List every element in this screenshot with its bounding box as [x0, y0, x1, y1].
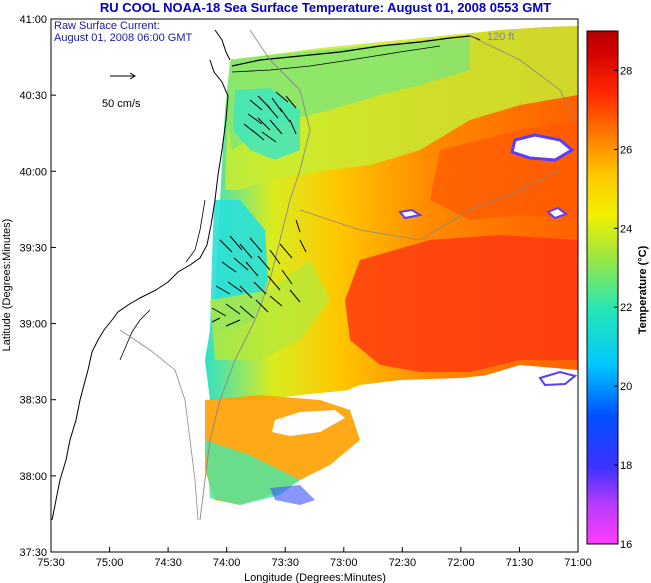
- x-tick-label: 71:30: [506, 557, 534, 569]
- x-tick-label: 73:30: [271, 557, 299, 569]
- y-tick-label: 40:30: [19, 90, 47, 102]
- x-tick-label: 74:30: [154, 557, 182, 569]
- y-axis: 41:00 40:30 40:00 39:30 39:00 38:30 38:00 37:30: [19, 14, 56, 559]
- x-tick-label: 73:00: [330, 557, 358, 569]
- land-area: [51, 19, 240, 552]
- y-tick-label: 39:00: [19, 319, 47, 331]
- colorbar-label: Temperature (°C): [637, 245, 649, 334]
- x-tick-label: 74:00: [213, 557, 241, 569]
- current-note-line2: August 01, 2008 06:00 GMT: [54, 32, 193, 44]
- plot-frame: [50, 18, 579, 553]
- x-axis-label: Longitude (Degrees:Minutes): [244, 572, 386, 583]
- current-vectors: [211, 91, 307, 327]
- isobath-line: [199, 29, 311, 521]
- colorbar-tick-label: 26: [620, 144, 632, 156]
- y-tick-label: 39:30: [19, 242, 47, 254]
- x-tick-label: 72:30: [389, 557, 417, 569]
- x-tick-label: 75:00: [96, 557, 124, 569]
- x-tick-label: 71:00: [564, 557, 592, 569]
- y-tick-label: 38:30: [19, 395, 47, 407]
- scale-label: 50 cm/s: [102, 98, 141, 110]
- x-tick-label: 72:00: [447, 557, 475, 569]
- current-note: Raw Surface Current: August 01, 2008 06:…: [54, 20, 192, 44]
- current-note-line1: Raw Surface Current:: [54, 20, 160, 32]
- sst-field: [205, 25, 578, 552]
- colorbar-tick-label: 18: [620, 460, 632, 472]
- isobath-label: 120 ft: [487, 31, 515, 43]
- y-tick-label: 37:30: [19, 547, 47, 559]
- colorbar: [586, 30, 619, 545]
- map-title: RU COOL NOAA-18 Sea Surface Temperature:…: [99, 0, 552, 15]
- colorbar-tick-label: 24: [620, 223, 632, 235]
- colorbar-tick-label: 22: [620, 302, 632, 314]
- colorbar-ticks: 28 26 24 22 20 18 16: [614, 65, 632, 551]
- y-tick-label: 38:00: [19, 471, 47, 483]
- y-tick-label: 40:00: [19, 166, 47, 178]
- y-axis-label: Latitude (Degrees:Minutes): [1, 219, 13, 352]
- y-tick-label: 41:00: [19, 14, 47, 26]
- x-tick-label: 75:30: [37, 557, 65, 569]
- colorbar-tick-label: 16: [620, 539, 632, 551]
- coastline: [51, 59, 229, 521]
- colorbar-tick-label: 28: [620, 65, 632, 77]
- colorbar-tick-label: 20: [620, 381, 632, 393]
- x-axis: 75:30 75:00 74:30 74:00 73:30 73:00 72:30 72:00…: [37, 547, 592, 569]
- scale-arrow: [110, 72, 136, 80]
